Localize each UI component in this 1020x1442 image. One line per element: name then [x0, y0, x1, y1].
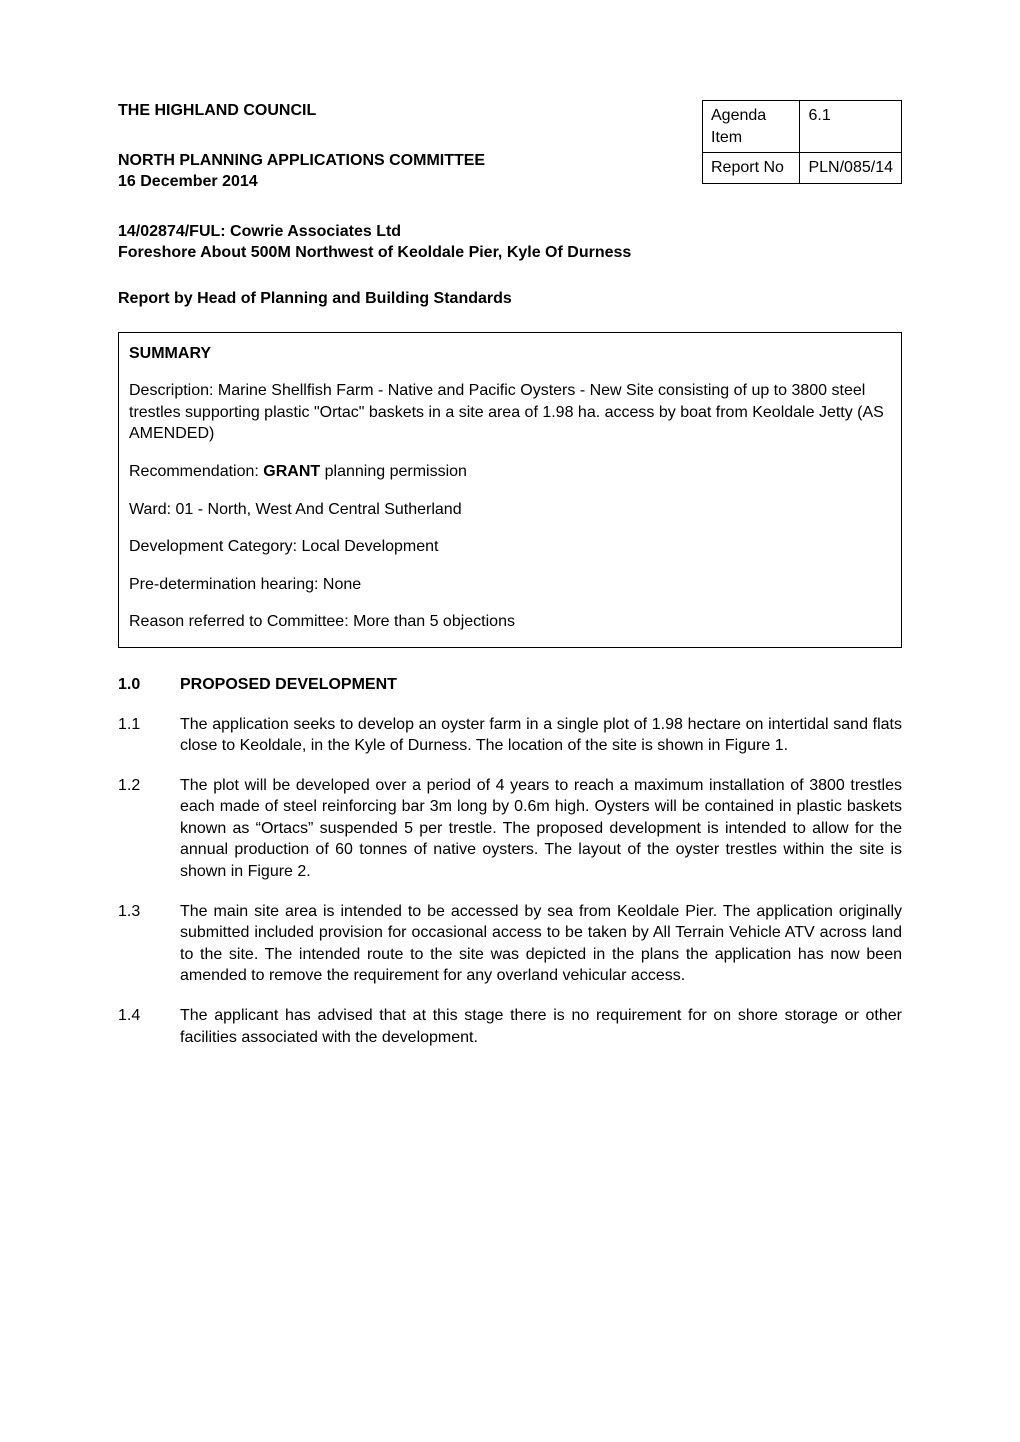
report-by: Report by Head of Planning and Building …: [118, 288, 902, 310]
para-number: 1.2: [118, 775, 180, 883]
case-location: Foreshore About 500M Northwest of Keolda…: [118, 242, 902, 264]
report-no-label: Report No: [703, 153, 800, 184]
section-1-number: 1.0: [118, 674, 180, 696]
agenda-report-table: Agenda Item 6.1 Report No PLN/085/14: [702, 100, 902, 184]
summary-title: SUMMARY: [129, 343, 891, 365]
summary-recommendation: Recommendation: GRANT planning permissio…: [129, 461, 891, 483]
para-text: The application seeks to develop an oyst…: [180, 714, 902, 757]
table-row: Agenda Item 6.1: [703, 101, 902, 153]
para-number: 1.4: [118, 1005, 180, 1048]
table-row: Report No PLN/085/14: [703, 153, 902, 184]
council-name: THE HIGHLAND COUNCIL: [118, 100, 690, 122]
section-1-heading: 1.0 PROPOSED DEVELOPMENT: [118, 674, 902, 696]
summary-box: SUMMARY Description: Marine Shellfish Fa…: [118, 332, 902, 648]
case-reference-block: 14/02874/FUL: Cowrie Associates Ltd Fore…: [118, 221, 902, 264]
para-text: The applicant has advised that at this s…: [180, 1005, 902, 1048]
summary-category: Development Category: Local Development: [129, 536, 891, 558]
header-grid: THE HIGHLAND COUNCIL NORTH PLANNING APPL…: [118, 100, 902, 193]
summary-ward: Ward: 01 - North, West And Central Suthe…: [129, 499, 891, 521]
recommendation-prefix: Recommendation:: [129, 463, 263, 480]
para-1-4: 1.4 The applicant has advised that at th…: [118, 1005, 902, 1048]
recommendation-value: GRANT: [263, 463, 320, 480]
para-text: The plot will be developed over a period…: [180, 775, 902, 883]
para-1-3: 1.3 The main site area is intended to be…: [118, 901, 902, 987]
committee-date: 16 December 2014: [118, 171, 690, 193]
summary-referral-reason: Reason referred to Committee: More than …: [129, 611, 891, 633]
header-left: THE HIGHLAND COUNCIL NORTH PLANNING APPL…: [118, 100, 690, 193]
summary-description: Description: Marine Shellfish Farm - Nat…: [129, 380, 891, 445]
para-number: 1.3: [118, 901, 180, 987]
case-reference: 14/02874/FUL: Cowrie Associates Ltd: [118, 221, 902, 243]
agenda-item-value: 6.1: [800, 101, 902, 153]
recommendation-suffix: planning permission: [320, 463, 467, 480]
para-text: The main site area is intended to be acc…: [180, 901, 902, 987]
committee-block: NORTH PLANNING APPLICATIONS COMMITTEE 16…: [118, 150, 690, 193]
report-no-value: PLN/085/14: [800, 153, 902, 184]
summary-hearing: Pre-determination hearing: None: [129, 574, 891, 596]
para-1-2: 1.2 The plot will be developed over a pe…: [118, 775, 902, 883]
para-number: 1.1: [118, 714, 180, 757]
para-1-1: 1.1 The application seeks to develop an …: [118, 714, 902, 757]
section-1-title: PROPOSED DEVELOPMENT: [180, 674, 397, 696]
committee-title: NORTH PLANNING APPLICATIONS COMMITTEE: [118, 150, 690, 172]
agenda-item-label: Agenda Item: [703, 101, 800, 153]
